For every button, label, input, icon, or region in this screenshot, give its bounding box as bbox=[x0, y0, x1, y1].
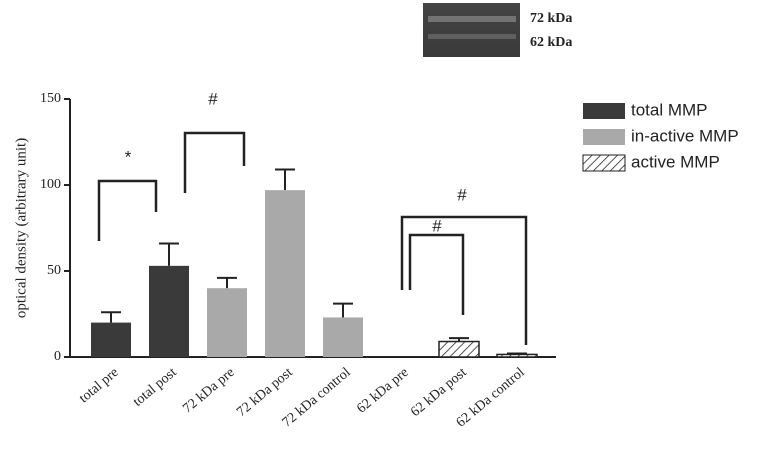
chart: 72 kDa 62 kDa optical density (arbitrary… bbox=[0, 0, 767, 452]
legend-label: in-active MMP bbox=[631, 126, 739, 145]
annotation: # bbox=[208, 89, 218, 108]
x-tick-label: total post bbox=[130, 365, 179, 410]
annotation: # bbox=[432, 216, 442, 235]
x-tick-label: 72 kDa pre bbox=[180, 365, 237, 416]
bar bbox=[91, 323, 131, 357]
gel-label: 72 kDa bbox=[530, 11, 572, 26]
gel-label: 62 kDa bbox=[530, 35, 572, 50]
bar bbox=[323, 317, 363, 357]
legend-swatch bbox=[583, 103, 625, 119]
x-tick-label: 62 kDa pre bbox=[354, 365, 411, 416]
bar bbox=[149, 266, 189, 357]
annotation: * bbox=[125, 147, 132, 166]
x-tick-label: total pre bbox=[77, 365, 122, 406]
y-tick-label: 100 bbox=[40, 177, 61, 192]
legend-label: total MMP bbox=[631, 100, 708, 119]
annotation: # bbox=[457, 185, 467, 204]
bar bbox=[265, 190, 305, 357]
gel-image bbox=[423, 3, 520, 57]
y-axis-label: optical density (arbitrary unit) bbox=[13, 138, 29, 318]
x-tick-label: 72 kDa post bbox=[234, 365, 296, 420]
legend-swatch bbox=[583, 155, 625, 171]
legend-label: active MMP bbox=[631, 152, 720, 171]
bar bbox=[207, 288, 247, 357]
y-tick-label: 150 bbox=[40, 91, 61, 106]
x-tick-label: 62 kDa post bbox=[408, 365, 470, 420]
bar bbox=[439, 342, 479, 357]
bar bbox=[497, 354, 537, 357]
y-tick-label: 50 bbox=[47, 263, 61, 278]
y-tick-label: 0 bbox=[54, 349, 61, 364]
legend-swatch bbox=[583, 129, 625, 145]
